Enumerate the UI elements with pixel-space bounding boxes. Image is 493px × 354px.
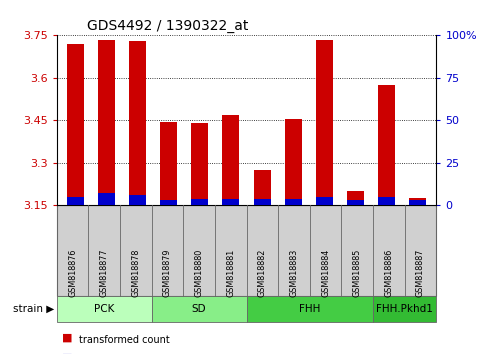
- Bar: [409, 198, 426, 205]
- Bar: [284, 199, 302, 205]
- Bar: [347, 191, 364, 205]
- Bar: [347, 200, 364, 205]
- Bar: [98, 193, 115, 205]
- Text: GSM818883: GSM818883: [289, 249, 298, 297]
- Bar: [253, 199, 271, 205]
- Bar: [253, 170, 271, 205]
- Text: SD: SD: [192, 304, 207, 314]
- Bar: [129, 41, 146, 205]
- Text: strain ▶: strain ▶: [13, 304, 54, 314]
- Text: PCK: PCK: [94, 304, 114, 314]
- Bar: [316, 197, 333, 205]
- Text: GSM818879: GSM818879: [163, 249, 172, 297]
- Bar: [160, 200, 177, 205]
- Bar: [67, 197, 84, 205]
- Text: FHH.Pkhd1: FHH.Pkhd1: [376, 304, 433, 314]
- Text: GSM818885: GSM818885: [352, 249, 362, 297]
- Text: GSM818876: GSM818876: [68, 249, 77, 297]
- Bar: [160, 122, 177, 205]
- Text: GSM818887: GSM818887: [416, 249, 425, 297]
- Text: GSM818886: GSM818886: [385, 249, 393, 297]
- Bar: [191, 199, 209, 205]
- Text: GDS4492 / 1390322_at: GDS4492 / 1390322_at: [87, 19, 248, 33]
- Bar: [98, 40, 115, 205]
- Bar: [67, 44, 84, 205]
- Text: GSM818877: GSM818877: [100, 249, 108, 297]
- Text: ■: ■: [62, 333, 72, 343]
- Text: transformed count: transformed count: [79, 335, 170, 344]
- Bar: [316, 40, 333, 205]
- Bar: [129, 195, 146, 205]
- Bar: [222, 115, 240, 205]
- Bar: [378, 85, 395, 205]
- Text: ■: ■: [62, 352, 72, 354]
- Text: GSM818884: GSM818884: [321, 249, 330, 297]
- Text: FHH: FHH: [299, 304, 320, 314]
- Text: GSM818880: GSM818880: [195, 249, 204, 297]
- Bar: [284, 119, 302, 205]
- Bar: [222, 199, 240, 205]
- Text: GSM818881: GSM818881: [226, 249, 235, 297]
- Bar: [191, 123, 209, 205]
- Text: GSM818878: GSM818878: [131, 249, 141, 297]
- Bar: [409, 200, 426, 205]
- Bar: [378, 197, 395, 205]
- Text: GSM818882: GSM818882: [258, 249, 267, 297]
